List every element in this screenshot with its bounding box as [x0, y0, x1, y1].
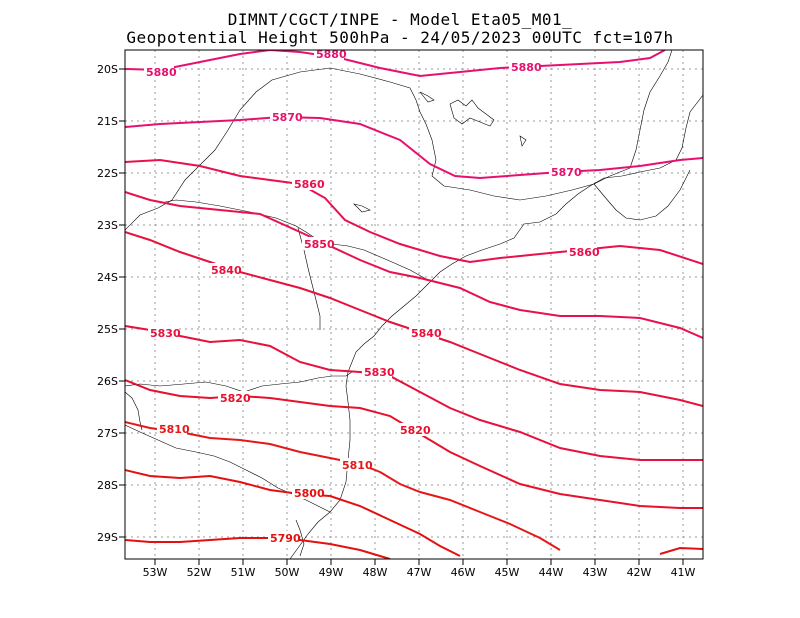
contour-label-5880: 5880: [146, 66, 177, 79]
lon-label-42w: 42W: [627, 566, 652, 579]
contour-line-5860: [125, 158, 703, 265]
contour-label-5810: 5810: [159, 423, 190, 436]
lat-label-21s: 21S: [97, 115, 118, 128]
contour-label-5790: 5790: [270, 532, 301, 545]
lon-label-48w: 48W: [363, 566, 388, 579]
map-title-line1: DIMNT/CGCT/INPE - Model Eta05_M01_: [227, 10, 573, 29]
contours: [125, 50, 703, 559]
lat-label-23s: 23S: [97, 219, 118, 232]
contour-label-5820: 5820: [220, 392, 251, 405]
lon-label-44w: 44W: [539, 566, 564, 579]
reservoir-small-1: [419, 91, 435, 103]
contour-line-5820: [125, 379, 703, 509]
map-title-line2: Geopotential Height 500hPa - 24/05/2023 …: [126, 28, 674, 47]
contour-label-5810-2: 5810: [342, 459, 373, 472]
lon-label-45w: 45W: [495, 566, 520, 579]
border-mg-sp: [125, 67, 631, 231]
lat-label-20s: 20S: [97, 63, 118, 76]
border-es-mg: [629, 50, 673, 169]
contour-label-5860: 5860: [294, 178, 325, 191]
lon-label-51w: 51W: [231, 566, 256, 579]
lon-labels: 53W 52W 51W 50W 49W 48W 47W 46W 45W 44W …: [143, 566, 696, 579]
contour-label-5870-2: 5870: [551, 166, 582, 179]
lon-label-49w: 49W: [319, 566, 344, 579]
lat-label-22s: 22S: [97, 167, 118, 180]
contour-line-5810: [125, 421, 561, 551]
contour-label-5870: 5870: [272, 111, 303, 124]
lat-label-28s: 28S: [97, 479, 118, 492]
contour-line-5830: [125, 325, 703, 461]
lon-label-41w: 41W: [671, 566, 696, 579]
lon-label-53w: 53W: [143, 566, 168, 579]
contour-label-5820-2: 5820: [400, 424, 431, 437]
lon-label-52w: 52W: [187, 566, 212, 579]
contour-line-5790: [125, 537, 391, 559]
reservoir-furnas: [449, 99, 495, 127]
contour-label-5800: 5800: [294, 487, 325, 500]
lat-label-26s: 26S: [97, 375, 118, 388]
border-argentina: [125, 391, 143, 431]
lon-label-46w: 46W: [451, 566, 476, 579]
contour-line-5840: [125, 231, 703, 407]
contour-label-5840-2: 5840: [411, 327, 442, 340]
contour-line-5850: [125, 191, 703, 339]
contour-label-5850: 5850: [304, 238, 335, 251]
lat-labels: 20S 21S 22S 23S 24S 25S 26S 27S 28S 29S: [97, 63, 118, 544]
border-pr-sc: [125, 371, 353, 393]
contour-line-5880: [125, 50, 666, 78]
contour-label-5860-2: 5860: [569, 246, 600, 259]
border-rj: [593, 169, 691, 221]
lagoon-south: [295, 519, 305, 557]
border-pr-sp: [159, 199, 429, 281]
reservoir-small-2: [353, 203, 371, 213]
lon-label-50w: 50W: [275, 566, 300, 579]
tick-marks: [119, 68, 684, 565]
reservoirs: [353, 91, 527, 213]
plot-frame: [124, 49, 704, 560]
contour-label-5880-2: 5880: [316, 48, 347, 61]
coastline-and-borders: [125, 50, 703, 559]
contour-labels: 5880 5880 5880 5870 5870 5860 5860 5850 …: [144, 48, 600, 545]
lon-label-47w: 47W: [407, 566, 432, 579]
lat-label-27s: 27S: [97, 427, 118, 440]
lon-label-43w: 43W: [583, 566, 608, 579]
grid: [125, 50, 703, 559]
contour-line-5790-east: [659, 546, 703, 555]
reservoir-small-3: [519, 135, 527, 147]
contour-label-5830: 5830: [150, 327, 181, 340]
contour-label-5840: 5840: [211, 264, 242, 277]
contour-label-5830-2: 5830: [364, 366, 395, 379]
contour-line-5870: [125, 115, 703, 180]
lat-label-24s: 24S: [97, 271, 118, 284]
coastline: [289, 94, 703, 559]
contour-label-5880-3: 5880: [511, 61, 542, 74]
lat-label-25s: 25S: [97, 323, 118, 336]
lat-label-29s: 29S: [97, 531, 118, 544]
